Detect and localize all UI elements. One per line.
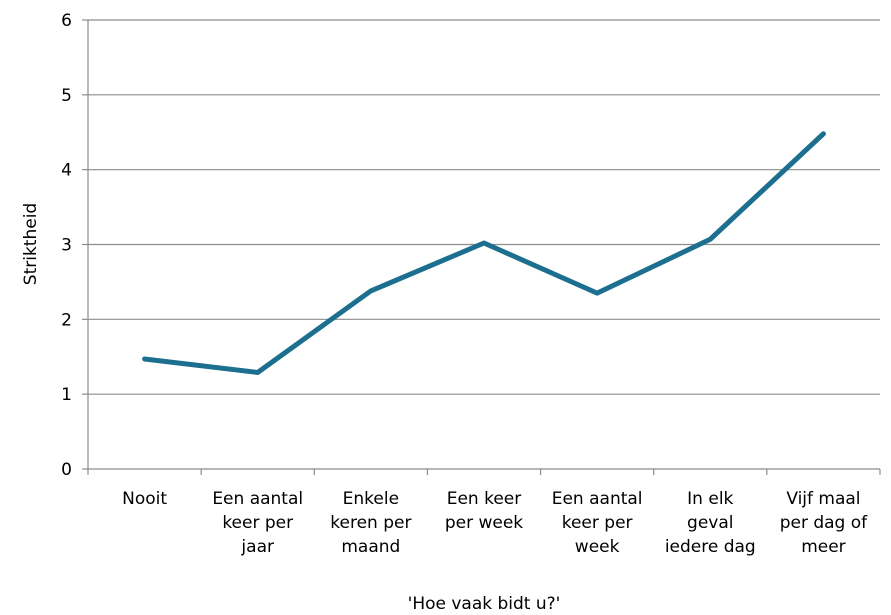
x-tick-label: In elk geval iedere dag [665, 489, 756, 557]
y-tick-label: 1 [61, 385, 72, 405]
x-tick-label: Enkele keren per maand [330, 489, 411, 557]
y-tick-label: 6 [61, 11, 72, 31]
y-tick-label: 0 [61, 460, 72, 480]
y-axis-label: Striktheid [21, 203, 41, 285]
x-tick-label: Nooit [122, 489, 167, 509]
y-tick-label: 3 [61, 236, 72, 256]
x-axis-label: 'Hoe vaak bidt u?' [408, 594, 561, 614]
line [142, 131, 826, 375]
x-tick-label: Een keer per week [445, 489, 523, 533]
y-tick-label: 4 [61, 161, 72, 181]
x-tick-label: Een aantal keer per week [552, 489, 643, 557]
x-tick-label: Een aantal keer per jaar [212, 489, 303, 557]
y-tick-label: 5 [61, 86, 72, 106]
y-tick-label: 2 [61, 310, 72, 330]
x-tick-label: Vijf maal per dag of meer [780, 489, 868, 557]
